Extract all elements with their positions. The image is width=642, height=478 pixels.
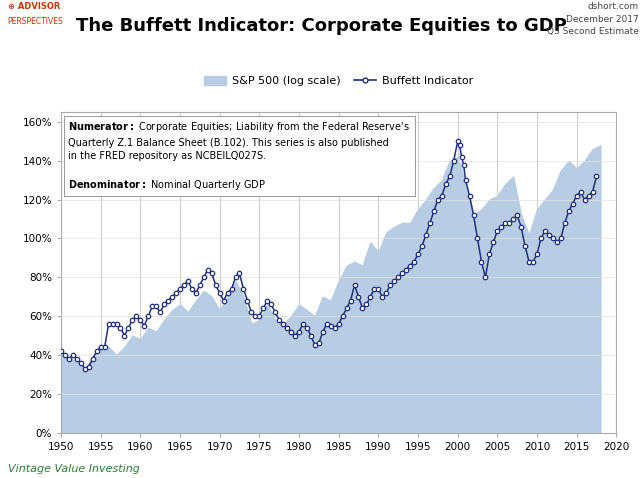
Text: Vintage Value Investing: Vintage Value Investing bbox=[8, 464, 139, 474]
Text: ⊕ ADVISOR: ⊕ ADVISOR bbox=[8, 2, 60, 11]
Legend: S&P 500 (log scale), Buffett Indicator: S&P 500 (log scale), Buffett Indicator bbox=[200, 71, 478, 91]
Text: PERSPECTIVES: PERSPECTIVES bbox=[8, 17, 64, 26]
Text: $\bf{Numerator:}$ Corporate Equities; Liability from the Federal Reserve's
Quart: $\bf{Numerator:}$ Corporate Equities; Li… bbox=[68, 120, 410, 192]
Text: The Buffett Indicator: Corporate Equities to GDP: The Buffett Indicator: Corporate Equitie… bbox=[76, 17, 566, 35]
Text: dshort.com
December 2017
Q3 Second Estimate: dshort.com December 2017 Q3 Second Estim… bbox=[547, 2, 639, 36]
